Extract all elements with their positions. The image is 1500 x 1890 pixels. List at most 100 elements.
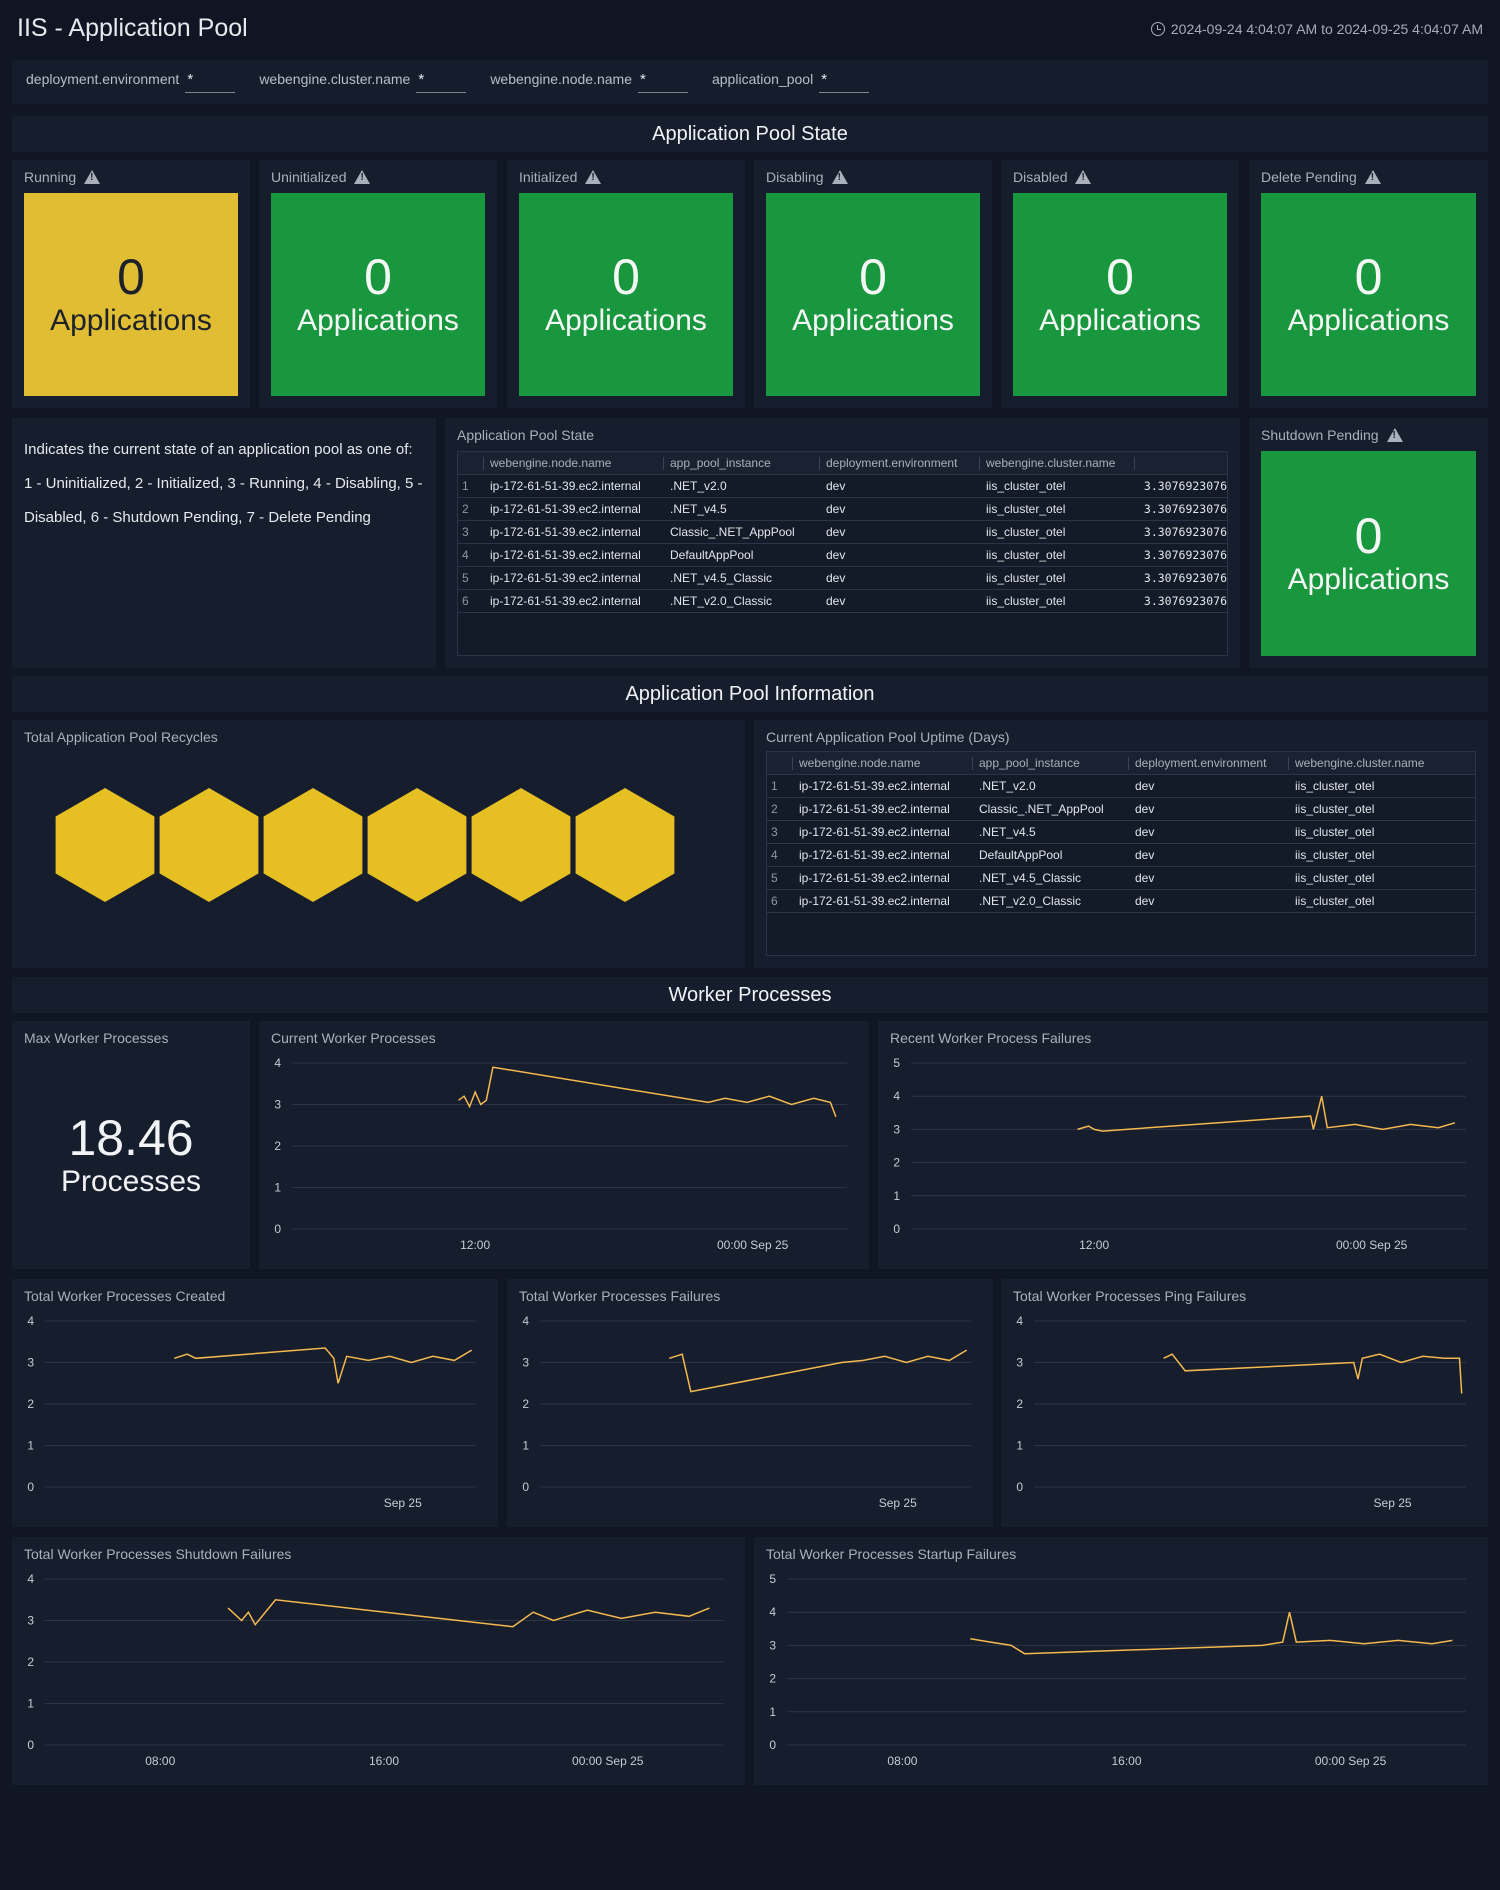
y-tick-label: 4 [27,1572,34,1586]
panel-title: Total Worker Processes Shutdown Failures [24,1546,292,1562]
panel-title: Initialized [519,169,578,185]
warning-icon[interactable] [354,170,371,184]
table-cell: .NET_v2.0_Classic [670,594,773,608]
honeycomb-cell[interactable] [471,788,571,902]
filter-bar: deployment.environment * webengine.clust… [12,60,1488,104]
column-header[interactable]: webengine.cluster.name [1295,756,1425,770]
warning-icon[interactable] [585,170,602,184]
series-line[interactable] [458,1066,837,1118]
tile-value: 18.46 [68,1110,194,1167]
table-cell: .NET_v4.5_Classic [979,871,1082,885]
honeycomb-cell[interactable] [367,788,467,902]
line-chart: 0 1 2 3 4 08:00 16:00 00:00 Sep 25 [27,1572,723,1768]
series-line[interactable] [669,1349,968,1393]
honeycomb-chart [55,788,675,902]
series-line[interactable] [970,1612,1453,1655]
filter-node-name[interactable]: webengine.node.name * [490,71,688,93]
row-index: 6 [462,594,469,608]
x-tick-label: 16:00 [369,1754,399,1768]
time-range-picker[interactable]: 2024-09-24 4:04:07 AM to 2024-09-25 4:04… [1150,21,1483,37]
tile-value: 0 [859,249,887,306]
column-header[interactable]: app_pool_instance [973,756,1129,770]
row-index: 5 [771,871,778,885]
table-header: webengine.node.name app_pool_instance de… [767,752,1475,775]
row-index: 2 [771,802,778,816]
series-line[interactable] [174,1347,473,1384]
row-index: 4 [771,848,778,862]
panel-title: Current Worker Processes [271,1030,436,1046]
table-row[interactable]: 5 ip-172-61-51-39.ec2.internal .NET_v4.5_C… [458,567,1227,590]
honeycomb-cell[interactable] [55,788,155,902]
warning-icon[interactable] [1386,428,1403,442]
warning-icon[interactable] [1075,170,1092,184]
honeycomb-cell[interactable] [263,788,363,902]
filter-value-input[interactable]: * [819,71,870,93]
filter-value-input[interactable]: * [637,71,688,93]
table-row[interactable]: 2 ip-172-61-51-39.ec2.internal Classic_.NE… [767,798,1475,821]
y-tick-label: 3 [274,1098,281,1112]
filter-application-pool[interactable]: application_pool * [711,71,870,93]
column-header[interactable]: webengine.cluster.name [980,456,1135,470]
value-tile: 0 Applications [1013,193,1227,396]
filter-deployment-environment[interactable]: deployment.environment * [26,71,236,93]
table-cell: 3.3076923076 [1143,571,1227,585]
warning-icon[interactable] [1364,170,1381,184]
y-tick-label: 3 [27,1356,34,1370]
table-cell: .NET_v2.0 [979,779,1036,793]
honeycomb-cell[interactable] [159,788,259,902]
table-row[interactable]: 5 ip-172-61-51-39.ec2.internal .NET_v4.5_C… [767,867,1475,890]
y-tick-label: 0 [522,1480,529,1494]
table-row[interactable]: 1 ip-172-61-51-39.ec2.internal .NET_v2.0 de… [458,475,1227,498]
filter-value-input[interactable]: * [416,71,467,93]
table-cell: dev [826,594,846,608]
x-tick-label: 00:00 Sep 25 [717,1238,789,1252]
table-cell: 3.3076923076 [1143,594,1227,608]
table-cell: .NET_v4.5 [670,502,727,516]
filter-cluster-name[interactable]: webengine.cluster.name * [259,71,467,93]
honeycomb-cell[interactable] [575,788,675,902]
value-tile: 18.46 Processes [24,1054,238,1257]
y-tick-label: 2 [27,1655,34,1669]
table-cell: .NET_v4.5 [979,825,1036,839]
panel-title: Total Worker Processes Failures [519,1288,721,1304]
table-row[interactable]: 2 ip-172-61-51-39.ec2.internal .NET_v4.5 de… [458,498,1227,521]
x-tick-label: 08:00 [887,1754,917,1768]
table-row[interactable]: 6 ip-172-61-51-39.ec2.internal .NET_v2.0_C… [767,890,1475,913]
table-row[interactable]: 3 ip-172-61-51-39.ec2.internal Classic_.NE… [458,521,1227,544]
table-cell: iis_cluster_otel [986,594,1066,608]
column-header[interactable]: webengine.node.name [484,456,664,470]
tile-unit: Applications [297,303,459,337]
table-row[interactable]: 6 ip-172-61-51-39.ec2.internal .NET_v2.0_C… [458,590,1227,613]
table-cell: dev [1135,848,1155,862]
table-cell: iis_cluster_otel [986,479,1066,493]
warning-icon[interactable] [831,170,848,184]
filter-label: application_pool [711,71,814,87]
y-tick-label: 5 [893,1056,900,1070]
panel-state-table: Application Pool State webengine.node.na… [445,418,1240,668]
row-index: 1 [462,479,469,493]
table-row[interactable]: 4 ip-172-61-51-39.ec2.internal DefaultAppP… [458,544,1227,567]
y-tick-label: 1 [1016,1439,1023,1453]
column-header[interactable]: deployment.environment [820,456,980,470]
warning-icon[interactable] [84,170,101,184]
series-line[interactable] [1163,1353,1463,1394]
filter-value-input[interactable]: * [185,71,236,93]
column-header[interactable] [1135,457,1227,470]
section-header-workers: Worker Processes [12,977,1488,1013]
table-row[interactable]: 3 ip-172-61-51-39.ec2.internal .NET_v4.5 de… [767,821,1475,844]
y-tick-label: 0 [27,1480,34,1494]
table-cell: dev [1135,871,1155,885]
value-tile: 0 Applications [1261,193,1476,396]
column-header[interactable]: webengine.node.name [793,756,973,770]
column-header[interactable]: app_pool_instance [664,456,820,470]
column-header[interactable]: deployment.environment [1129,756,1289,770]
panel-worker-startup-failures: Total Worker Processes Startup Failures 0… [754,1537,1488,1785]
table-cell: 3.3076923076 [1143,548,1227,562]
series-line[interactable] [227,1599,710,1628]
table-row[interactable]: 4 ip-172-61-51-39.ec2.internal DefaultAppP… [767,844,1475,867]
table-cell: 3.3076923076 [1143,525,1227,539]
y-tick-label: 5 [769,1572,776,1586]
series-line[interactable] [1077,1096,1456,1132]
table-row[interactable]: 1 ip-172-61-51-39.ec2.internal .NET_v2.0 de… [767,775,1475,798]
